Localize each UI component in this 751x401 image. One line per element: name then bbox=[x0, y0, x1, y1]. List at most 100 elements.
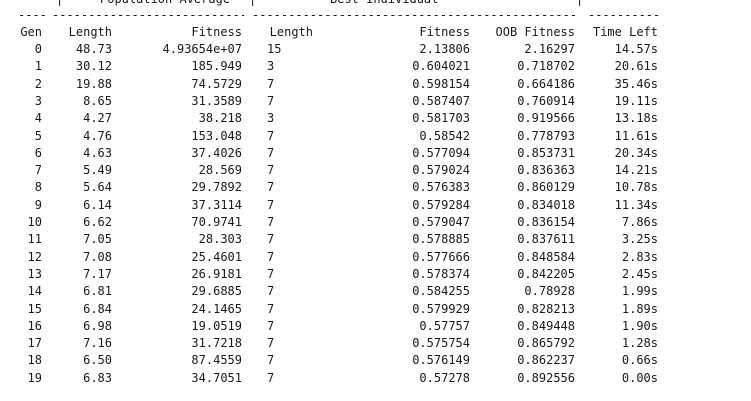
best-length-cell: 7 bbox=[267, 76, 275, 91]
oob-fitness-cell: 0.778793 bbox=[517, 128, 575, 143]
best-fitness-cell: 0.576149 bbox=[412, 353, 470, 368]
best-fitness-cell: 0.579047 bbox=[412, 215, 470, 229]
pop-length-cell: 8.65 bbox=[83, 93, 112, 108]
best-fitness-cell: 0.575754 bbox=[412, 336, 470, 351]
gen-cell: 4 bbox=[34, 111, 42, 126]
gen-cell: 10 bbox=[27, 215, 42, 229]
time-left-cell: 10.78s bbox=[614, 180, 658, 195]
best-fitness-cell: 0.584255 bbox=[412, 284, 470, 299]
best-length-cell: 7 bbox=[267, 284, 275, 299]
pop-fitness-header: Fitness bbox=[191, 25, 242, 39]
pop-length-header: Length bbox=[68, 25, 112, 39]
gen-cell: 3 bbox=[34, 93, 42, 108]
pop-fitness-cell: 31.7218 bbox=[191, 336, 242, 351]
best-length-cell: 7 bbox=[267, 215, 275, 229]
pop-length-cell: 30.12 bbox=[75, 59, 112, 74]
best-fitness-header: Fitness bbox=[419, 25, 470, 39]
oob-fitness-cell: 0.892556 bbox=[517, 370, 575, 385]
best-individual-header: Best Individual bbox=[330, 0, 490, 7]
time-left-cell: 1.90s bbox=[621, 318, 658, 333]
pop-fitness-cell: 153.048 bbox=[191, 128, 242, 143]
time-left-cell: 1.89s bbox=[621, 301, 658, 316]
best-fitness-cell: 0.578885 bbox=[412, 232, 470, 247]
pop-fitness-cell: 29.7892 bbox=[191, 180, 242, 195]
best-fitness-cell: 0.57757 bbox=[419, 318, 470, 333]
best-rule: ----------------------------------------… bbox=[252, 8, 575, 22]
oob-fitness-cell: 0.78928 bbox=[524, 284, 575, 299]
gen-cell: 13 bbox=[27, 266, 42, 281]
best-length-cell: 7 bbox=[267, 128, 275, 143]
best-fitness-cell: 0.579929 bbox=[412, 301, 470, 316]
column-separator: | bbox=[56, 0, 63, 7]
time-left-cell: 0.66s bbox=[621, 353, 658, 368]
best-fitness-cell: 0.587407 bbox=[412, 93, 470, 108]
time-left-cell: 2.83s bbox=[621, 249, 658, 264]
oob-fitness-cell: 0.862237 bbox=[517, 353, 575, 368]
oob-fitness-cell: 0.860129 bbox=[517, 180, 575, 195]
pop-length-cell: 4.63 bbox=[83, 145, 112, 160]
oob-fitness-cell: 0.853731 bbox=[517, 145, 575, 160]
best-length-cell: 3 bbox=[267, 59, 275, 74]
gen-cell: 8 bbox=[34, 180, 42, 195]
oob-fitness-cell: 0.842205 bbox=[517, 266, 575, 281]
time-left-cell: 1.99s bbox=[621, 284, 658, 299]
pop-length-cell: 6.98 bbox=[83, 318, 112, 333]
time-left-cell: 3.25s bbox=[621, 232, 658, 247]
pop-length-cell: 6.50 bbox=[83, 353, 112, 368]
best-length-cell: 7 bbox=[267, 370, 275, 385]
gen-cell: 19 bbox=[27, 370, 42, 385]
gen-cell: 17 bbox=[27, 336, 42, 351]
pop-length-cell: 6.84 bbox=[83, 301, 112, 316]
pop-length-cell: 48.73 bbox=[75, 42, 112, 56]
pop-fitness-cell: 4.93654e+07 bbox=[162, 42, 242, 56]
oob-fitness-cell: 0.834018 bbox=[517, 197, 575, 212]
best-fitness-cell: 0.57278 bbox=[419, 370, 470, 385]
column-header-row: Gen Length Fitness Length Fitness OOB Fi… bbox=[0, 24, 658, 40]
gen-cell: 6 bbox=[34, 145, 42, 160]
best-length-cell: 7 bbox=[267, 301, 275, 316]
pop-fitness-cell: 37.4026 bbox=[191, 145, 242, 160]
pop-length-cell: 19.88 bbox=[75, 76, 112, 91]
best-fitness-cell: 0.58542 bbox=[419, 128, 470, 143]
pop-length-cell: 4.76 bbox=[83, 128, 112, 143]
pop-fitness-cell: 26.9181 bbox=[191, 266, 242, 281]
best-length-cell: 7 bbox=[267, 336, 275, 351]
pop-fitness-cell: 37.3114 bbox=[191, 197, 242, 212]
time-left-cell: 11.61s bbox=[614, 128, 658, 143]
pop-length-cell: 6.83 bbox=[83, 370, 112, 385]
oob-fitness-cell: 0.828213 bbox=[517, 301, 575, 316]
time-left-cell: 20.34s bbox=[614, 145, 658, 160]
best-length-cell: 7 bbox=[267, 232, 275, 247]
best-fitness-cell: 0.578374 bbox=[412, 266, 470, 281]
pop-length-cell: 6.81 bbox=[83, 284, 112, 299]
pop-length-cell: 7.08 bbox=[83, 249, 112, 264]
pop-fitness-cell: 74.5729 bbox=[191, 76, 242, 91]
pop-fitness-cell: 28.303 bbox=[198, 232, 242, 247]
gen-cell: 12 bbox=[27, 249, 42, 264]
best-fitness-cell: 0.581703 bbox=[412, 111, 470, 126]
oob-fitness-cell: 2.16297 bbox=[524, 42, 575, 56]
column-separator: | bbox=[249, 0, 256, 7]
best-fitness-cell: 2.13806 bbox=[419, 42, 470, 56]
best-fitness-cell: 0.579024 bbox=[412, 163, 470, 178]
column-separator: | bbox=[576, 0, 583, 7]
population-average-header: Population Average bbox=[100, 0, 260, 7]
oob-fitness-cell: 0.848584 bbox=[517, 249, 575, 264]
gen-cell: 9 bbox=[34, 197, 42, 212]
header-rule: ---- -------------------------- ---------… bbox=[0, 7, 658, 23]
best-length-header: Length bbox=[269, 25, 313, 39]
pop-fitness-cell: 19.0519 bbox=[191, 318, 242, 333]
oob-fitness-cell: 0.760914 bbox=[517, 93, 575, 108]
pop-fitness-cell: 24.1465 bbox=[191, 301, 242, 316]
pop-length-cell: 6.14 bbox=[83, 197, 112, 212]
best-fitness-cell: 0.604021 bbox=[412, 59, 470, 74]
group-header-row: | Population Average | Best Individual | bbox=[0, 0, 583, 7]
oob-fitness-cell: 0.836363 bbox=[517, 163, 575, 178]
oob-fitness-cell: 0.664186 bbox=[517, 76, 575, 91]
time-left-header: Time Left bbox=[592, 25, 658, 39]
time-left-cell: 2.45s bbox=[621, 266, 658, 281]
oob-fitness-cell: 0.865792 bbox=[517, 336, 575, 351]
gen-cell: 11 bbox=[27, 232, 42, 247]
time-left-cell: 14.21s bbox=[614, 163, 658, 178]
time-left-cell: 20.61s bbox=[614, 59, 658, 74]
